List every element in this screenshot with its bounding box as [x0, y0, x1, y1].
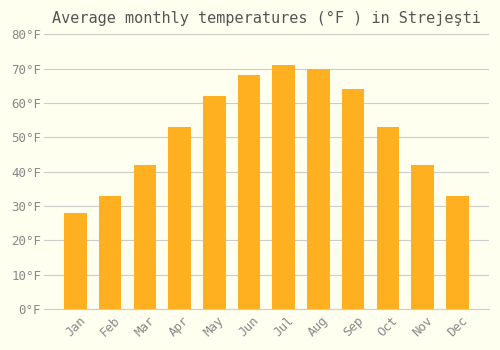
Bar [376, 127, 399, 309]
Title: Average monthly temperatures (°F ) in Strejeşti: Average monthly temperatures (°F ) in St… [52, 11, 481, 26]
Bar [412, 165, 434, 309]
Bar [168, 127, 191, 309]
Bar [238, 76, 260, 309]
Bar [272, 65, 295, 309]
Bar [64, 213, 86, 309]
Bar [342, 89, 364, 309]
Bar [99, 196, 122, 309]
Bar [134, 165, 156, 309]
Bar [203, 96, 226, 309]
Bar [446, 196, 468, 309]
Bar [307, 69, 330, 309]
